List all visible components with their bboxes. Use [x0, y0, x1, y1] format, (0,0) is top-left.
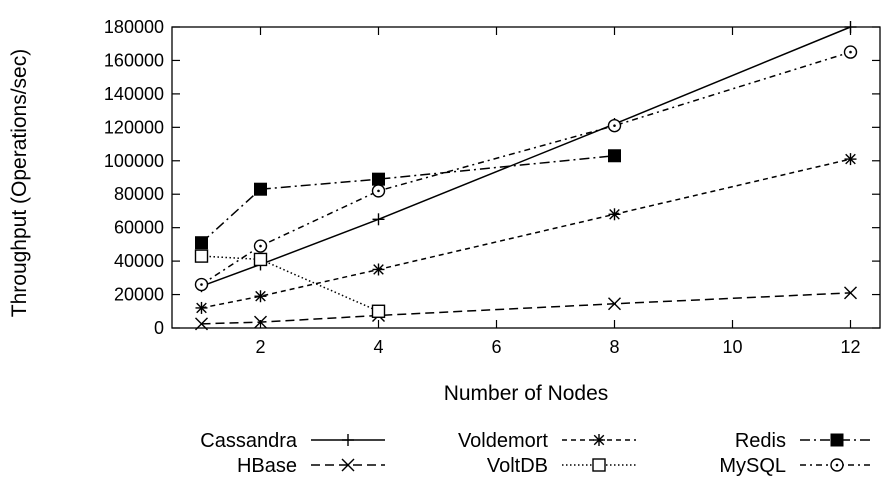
data-point	[195, 317, 208, 331]
x-tick-label: 10	[722, 337, 742, 357]
y-tick-label: 40000	[114, 251, 164, 271]
data-point	[253, 239, 268, 253]
series-layer	[194, 21, 858, 331]
x-tick-label: 8	[609, 337, 619, 357]
data-point	[194, 249, 209, 263]
y-tick-label: 0	[154, 318, 164, 338]
data-point	[372, 213, 385, 226]
y-tick-label: 140000	[104, 84, 164, 104]
series-cassandra	[195, 21, 857, 293]
data-point	[844, 21, 857, 33]
series-voltdb	[194, 249, 386, 318]
data-point	[371, 184, 386, 198]
legend-item-mysql: MySQL	[719, 455, 874, 477]
data-point	[608, 297, 621, 311]
data-point	[371, 304, 386, 318]
y-tick-label: 100000	[104, 151, 164, 171]
legend-label: Redis	[735, 430, 786, 452]
legend-label: Voldemort	[458, 430, 548, 452]
data-point	[195, 236, 208, 250]
legend-marker	[342, 434, 354, 446]
y-tick-label: 180000	[104, 17, 164, 37]
series-line	[200, 155, 615, 244]
legend-label: VoltDB	[487, 455, 548, 477]
legend-item-redis: Redis	[735, 430, 874, 452]
legend-marker	[592, 458, 606, 472]
series-voldemort	[195, 153, 857, 314]
data-point	[254, 290, 267, 303]
data-point	[844, 286, 857, 300]
series-redis	[195, 149, 621, 250]
plot-frame	[171, 26, 881, 329]
x-tick-label: 2	[255, 337, 265, 357]
y-axis-title: Throughput (Operations/sec)	[8, 49, 31, 317]
data-point	[253, 252, 268, 267]
y-tick-label: 80000	[114, 184, 164, 204]
legend-item-hbase: HBase	[237, 455, 385, 477]
series-hbase	[195, 286, 857, 331]
series-line	[201, 26, 851, 287]
data-point	[254, 182, 267, 196]
y-tick-label: 120000	[104, 117, 164, 137]
x-tick-label: 6	[491, 337, 501, 357]
data-point	[608, 149, 621, 163]
legend-label: MySQL	[719, 455, 786, 477]
x-tick-label: 12	[840, 337, 860, 357]
legend-item-voltdb: VoltDB	[487, 455, 636, 477]
legend-item-voldemort: Voldemort	[458, 430, 636, 452]
series-line	[201, 255, 379, 312]
plot-area	[171, 26, 881, 329]
data-point	[254, 315, 267, 329]
series-mysql	[194, 45, 858, 292]
legend-marker	[830, 458, 844, 472]
series-line	[201, 158, 851, 309]
x-axis-title: Number of Nodes	[444, 382, 609, 405]
data-point	[372, 263, 385, 276]
legend-label: Cassandra	[200, 430, 298, 452]
data-point	[195, 301, 208, 314]
series-line	[201, 292, 851, 325]
legend-marker	[830, 433, 844, 447]
legend-label: HBase	[237, 455, 297, 477]
x-axis-ticks: 2 4 6 8 10 12	[255, 27, 861, 357]
data-point	[372, 172, 385, 186]
data-point	[608, 208, 621, 221]
data-point	[843, 45, 858, 59]
legend-item-cassandra: Cassandra	[200, 430, 385, 452]
legend-marker	[341, 458, 355, 472]
y-tick-label: 60000	[114, 218, 164, 238]
legend: Cassandra Voldemort Redis HBase VoltDB MySQL	[200, 430, 874, 477]
data-point	[844, 153, 857, 166]
legend-marker	[593, 434, 605, 446]
y-tick-label: 20000	[114, 285, 164, 305]
y-tick-label: 160000	[104, 50, 164, 70]
y-axis-ticks: 0 20000 40000 60000 80000 100000 120000 140000 1…	[104, 17, 880, 338]
data-point	[194, 277, 209, 292]
x-tick-label: 4	[373, 337, 383, 357]
data-point	[607, 118, 622, 133]
